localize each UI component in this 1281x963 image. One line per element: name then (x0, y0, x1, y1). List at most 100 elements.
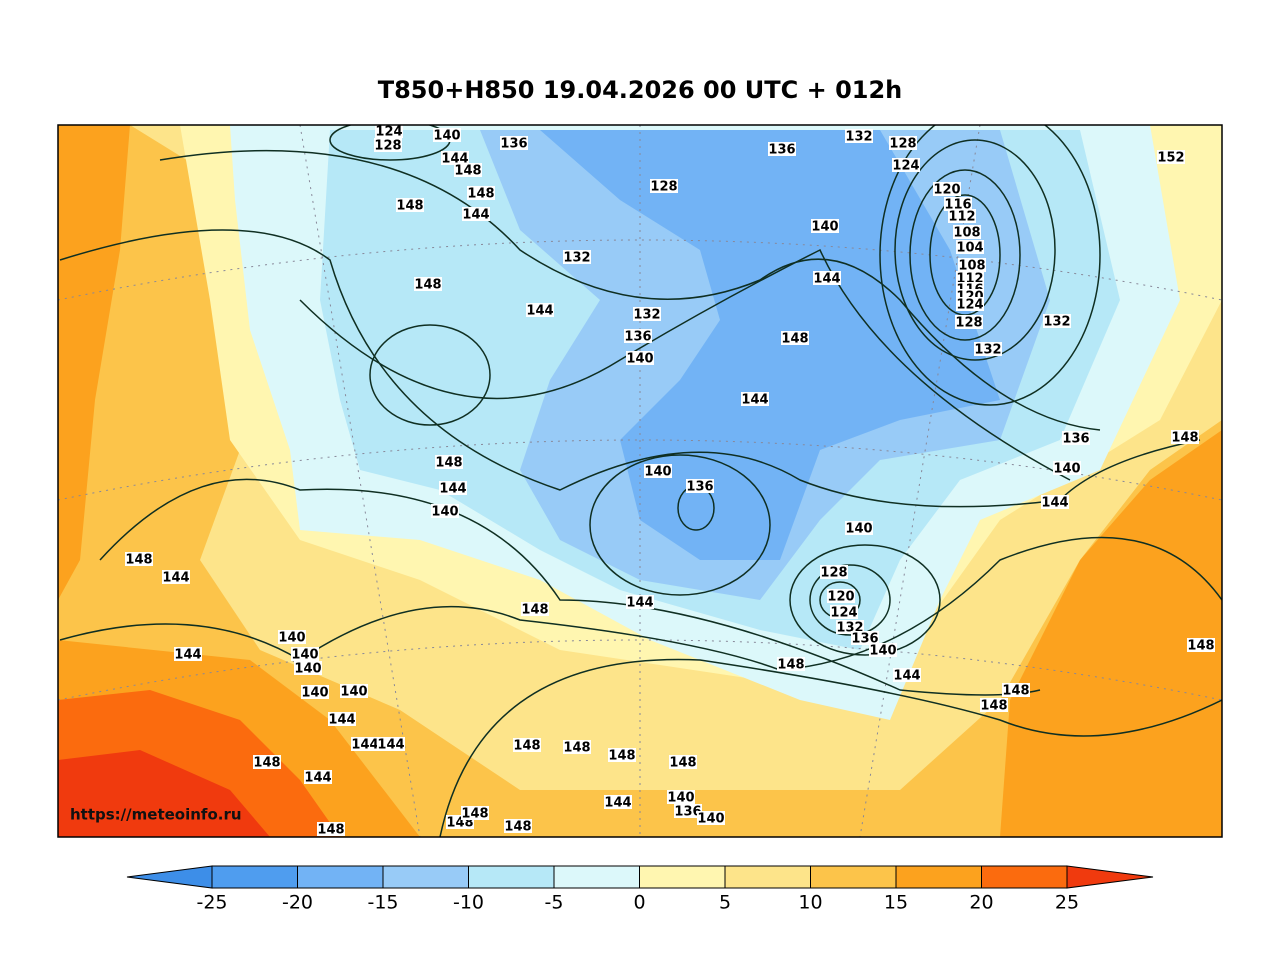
contour-label-box (461, 806, 489, 820)
colorbar-bin (895, 865, 982, 889)
contour-label-box (513, 738, 541, 752)
contour-label: 136 (500, 137, 527, 152)
contour-label-box (944, 197, 972, 211)
contour-label: 128 (374, 139, 401, 154)
contour-label-box (1041, 495, 1069, 509)
contour-label: 144 (162, 571, 189, 586)
contour-label-box (1171, 430, 1199, 444)
contour-label: 148 (467, 187, 494, 202)
contour-label: 144 (1041, 496, 1068, 511)
colorbar-tick-label: -10 (453, 892, 484, 914)
contour-label: 140 (291, 648, 318, 663)
contour-label: 148 (980, 699, 1007, 714)
contour-label-box (435, 455, 463, 469)
contour-label-box (644, 464, 672, 478)
contour-label-box (521, 602, 549, 616)
colorbar-bin (981, 865, 1068, 889)
contour-label-box (467, 186, 495, 200)
contour-label-box (377, 737, 405, 751)
contour-label: 120 (827, 590, 854, 605)
contour-label: 148 (1187, 639, 1214, 654)
contour-label-box (504, 819, 532, 833)
contour-label: 124 (892, 159, 919, 174)
contour-label: 148 (563, 741, 590, 756)
watermark: https://meteoinfo.ru (70, 806, 242, 824)
contour-label-box (328, 712, 356, 726)
contour-label: 144 (462, 208, 489, 223)
contour-label: 132 (845, 130, 872, 145)
contour-label: 112 (948, 210, 975, 225)
contour-label: 120 (933, 183, 960, 198)
colorbar-bin (468, 865, 555, 889)
contour-label-box (674, 804, 702, 818)
contour-label: 144 (626, 596, 653, 611)
contour-label: 128 (820, 566, 847, 581)
colorbar-tick-label: 10 (798, 892, 822, 914)
title: T850+H850 19.04.2026 00 UTC + 012h (378, 76, 903, 104)
contour-label-box (948, 209, 976, 223)
contour-label: 148 (317, 823, 344, 838)
contour-label: 144 (441, 152, 468, 167)
contour-label: 140 (340, 685, 367, 700)
contour-label-box (953, 225, 981, 239)
colorbar-bin (297, 865, 384, 889)
contour-label-box (933, 182, 961, 196)
contour-label: 124 (956, 298, 983, 313)
contour-label: 144 (893, 669, 920, 684)
contour-label: 144 (741, 393, 768, 408)
colorbar-tick-label: -25 (196, 892, 227, 914)
contour-label: 144 (351, 738, 378, 753)
contour-label-box (827, 589, 855, 603)
contour-label-box (650, 179, 678, 193)
contour-label-box (974, 342, 1002, 356)
colorbar-bin (639, 865, 726, 889)
contour-label-box (667, 790, 695, 804)
contour-label-box (125, 552, 153, 566)
contour-label: 148 (777, 658, 804, 673)
contour-label-box (1187, 638, 1215, 652)
contour-label-box (686, 479, 714, 493)
contour-label: 148 (1171, 431, 1198, 446)
contour-label: 128 (955, 316, 982, 331)
contour-label-box (869, 643, 897, 657)
contour-label-box (439, 481, 467, 495)
temperature-area (540, 130, 1000, 560)
contour-label: 148 (454, 164, 481, 179)
contour-label-box (1157, 150, 1185, 164)
contour-label-box (340, 684, 368, 698)
contour-label: 136 (686, 480, 713, 495)
contour-label: 140 (1053, 462, 1080, 477)
contour-label: 148 (669, 756, 696, 771)
contour-label-box (820, 565, 848, 579)
contour-label: 144 (604, 796, 631, 811)
contour-label: 148 (461, 807, 488, 822)
contour-label: 144 (813, 272, 840, 287)
colorbar-tick-label: -15 (367, 892, 398, 914)
contour-label: 148 (414, 278, 441, 293)
contour-label: 140 (294, 662, 321, 677)
contour-label-box (375, 125, 403, 138)
contour-label-box (431, 504, 459, 518)
contour-label: 132 (1043, 315, 1070, 330)
colorbar-tick-label: -20 (282, 892, 313, 914)
contours (59, 125, 1222, 837)
contour-label: 104 (956, 241, 983, 256)
contour-label: 140 (431, 505, 458, 520)
contour-label-box (291, 647, 319, 661)
contour-label-box (626, 351, 654, 365)
contour-label: 148 (504, 820, 531, 835)
contour-label: 148 (513, 739, 540, 754)
contour-label-box (980, 698, 1008, 712)
contour-label-box (526, 303, 554, 317)
contour-label-box (604, 795, 632, 809)
contour-label-box (1043, 314, 1071, 328)
contour-label-box (633, 307, 661, 321)
contour-label: 144 (304, 771, 331, 786)
colorbar-tick-label: 5 (719, 892, 731, 914)
colorbar-bin (724, 865, 811, 889)
contour-label-box (956, 297, 984, 311)
colorbar-tick-label: 15 (884, 892, 908, 914)
contour-label-box (893, 668, 921, 682)
contour-label-box (1002, 683, 1030, 697)
